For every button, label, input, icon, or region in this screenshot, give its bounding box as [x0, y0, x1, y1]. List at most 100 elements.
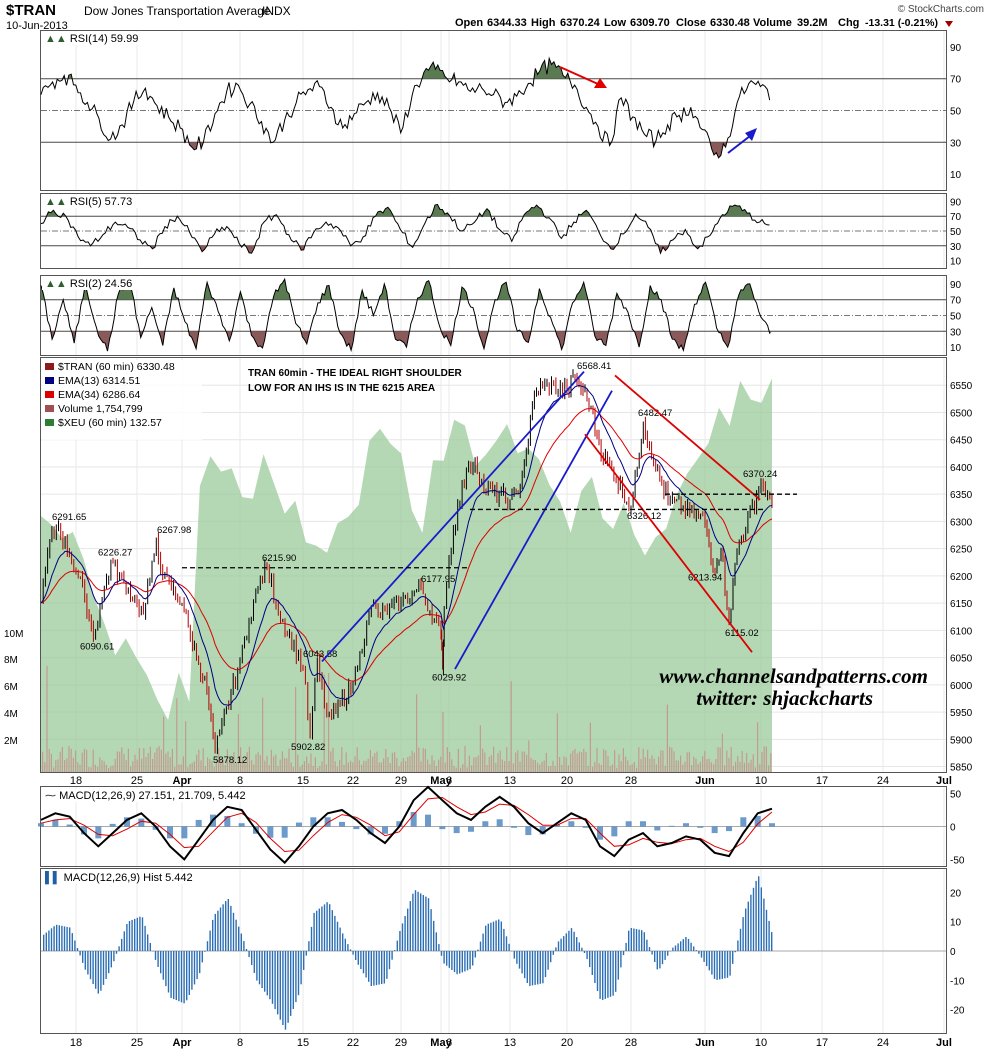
- volume-bar: [345, 752, 347, 772]
- volume-bar: [112, 765, 114, 772]
- volume-bar: [433, 760, 435, 772]
- hist-bar: [339, 927, 341, 951]
- hist-bar: [724, 951, 726, 979]
- x-axis-label-bottom: 13: [504, 1037, 516, 1049]
- hist-bar: [542, 951, 544, 984]
- hist-bar: [162, 951, 164, 980]
- hist-bar: [560, 938, 562, 951]
- volume-bar: [625, 756, 627, 772]
- hist-bar: [680, 941, 682, 951]
- hist-bar: [191, 951, 193, 990]
- hist-bar: [758, 876, 760, 951]
- volume-bar: [636, 767, 638, 772]
- hist-bar: [482, 933, 484, 951]
- brand: © StockCharts.com: [898, 4, 984, 15]
- volume-bar: [468, 755, 470, 772]
- volume-bar: [226, 749, 228, 772]
- x-axis-label: 18: [70, 775, 82, 787]
- hist-bar: [61, 925, 63, 951]
- macd-hist-bar: [109, 823, 116, 827]
- volume-bar: [394, 752, 396, 772]
- hist-bar: [352, 951, 354, 955]
- hist-bar: [570, 928, 573, 951]
- volume-bar: [163, 716, 165, 772]
- volume-bar: [449, 752, 451, 772]
- hist-bar: [433, 920, 435, 951]
- hist-bar: [321, 906, 323, 951]
- rsi2-oversold-fill: [41, 331, 772, 352]
- volume-bar: [479, 725, 481, 772]
- hist-bar: [674, 945, 677, 951]
- hist-bar: [175, 951, 177, 1001]
- macd-hist-bar: [711, 826, 718, 834]
- hist-bar: [404, 916, 406, 951]
- volume-bar: [156, 747, 158, 772]
- volume-bar: [251, 760, 253, 772]
- macd-hist-bar: [296, 822, 302, 827]
- volume-bar: [237, 714, 239, 772]
- hist-panel: [40, 868, 947, 1034]
- hist-bar: [391, 951, 393, 960]
- annotation-line-2: LOW FOR AN IHS IS IN THE 6215 AREA: [248, 383, 435, 394]
- hist-bar: [243, 941, 245, 951]
- macd-hist-bar: [525, 826, 532, 836]
- macd-hist-bar: [740, 817, 747, 827]
- volume-bar: [286, 758, 288, 772]
- volume-bar: [581, 752, 583, 772]
- hist-bar: [672, 947, 674, 951]
- volume-bar: [684, 761, 686, 772]
- hist-bar: [295, 951, 297, 1003]
- hist-bar: [628, 930, 630, 951]
- volume-bar: [288, 748, 290, 772]
- hist-bar: [648, 947, 651, 951]
- hist-bar: [297, 951, 300, 996]
- volume-bar: [600, 765, 602, 772]
- volume-bar: [669, 746, 671, 772]
- volume-bar: [160, 749, 162, 772]
- chart-header: $TRAN Dow Jones Transportation Average I…: [6, 2, 984, 32]
- hist-bar: [225, 901, 227, 951]
- hist-bar: [602, 951, 604, 1000]
- volume-bar: [378, 762, 380, 772]
- legend-swatch: [45, 363, 54, 370]
- hist-bar: [136, 917, 138, 951]
- hist-bar: [290, 951, 292, 1016]
- hist-bar: [576, 937, 578, 951]
- rsi-down-arrow-head-icon: [594, 78, 607, 88]
- rsi5-oversold-fill: [149, 245, 703, 254]
- hist-bar: [586, 951, 588, 960]
- hist-bar: [139, 916, 141, 951]
- hist-bar: [466, 951, 469, 971]
- volume-bar: [268, 765, 270, 772]
- volume-bar: [127, 748, 129, 772]
- x-axis-label: 25: [131, 775, 143, 787]
- hist-bar: [82, 951, 84, 963]
- rsi14-tick: 30: [950, 138, 962, 149]
- legend-entry: EMA(34) 6286.64: [58, 389, 140, 401]
- volume-bar: [517, 750, 519, 772]
- hist-bar: [641, 930, 643, 951]
- price-point-label: 6267.98: [157, 525, 191, 536]
- legend-entry: $TRAN (60 min) 6330.48: [58, 361, 175, 373]
- hist-bar: [251, 951, 253, 965]
- volume-bar: [147, 753, 149, 772]
- hist-bar: [505, 936, 508, 951]
- hist-bar: [165, 951, 167, 987]
- hist-bar: [217, 910, 219, 951]
- hist-bar: [435, 932, 437, 951]
- macd-hist-bar: [754, 815, 761, 827]
- hist-bar: [661, 951, 664, 965]
- watermark: www.channelsandpatterns.com twitter: shj…: [659, 664, 928, 710]
- volume-bar: [292, 766, 294, 772]
- volume-bar: [402, 758, 404, 772]
- volume-bar: [677, 760, 679, 772]
- volume-bar: [548, 766, 550, 772]
- legend-swatch: [45, 419, 54, 426]
- volume-bar: [213, 766, 215, 772]
- volume-bar: [475, 757, 477, 772]
- macd-hist-bar: [439, 826, 446, 830]
- x-axis-label: Jul: [936, 775, 952, 787]
- hist-bar: [269, 951, 271, 1000]
- rsi2-tick: 90: [950, 280, 962, 291]
- volume-bar: [662, 750, 664, 772]
